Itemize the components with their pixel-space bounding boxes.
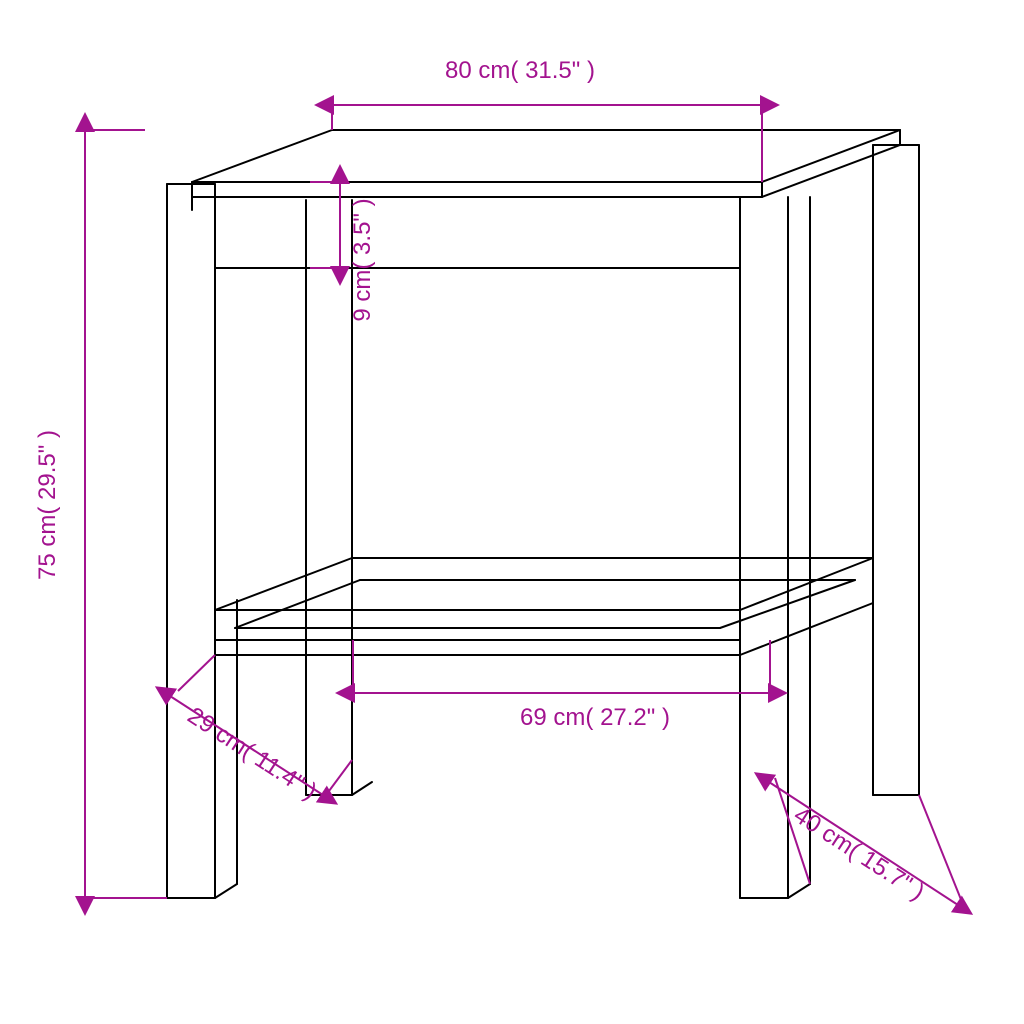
dim-label-shelf_w: 69 cm( 27.2" ) [520,704,670,731]
dim-label-shelf_d: 29 cm( 11.4" ) [183,702,322,805]
dim-label-apron: 9 cm( 3.5" ) [349,198,376,321]
dim-label-width: 80 cm( 31.5" ) [445,57,595,84]
dim-label-height: 75 cm( 29.5" ) [34,430,61,580]
